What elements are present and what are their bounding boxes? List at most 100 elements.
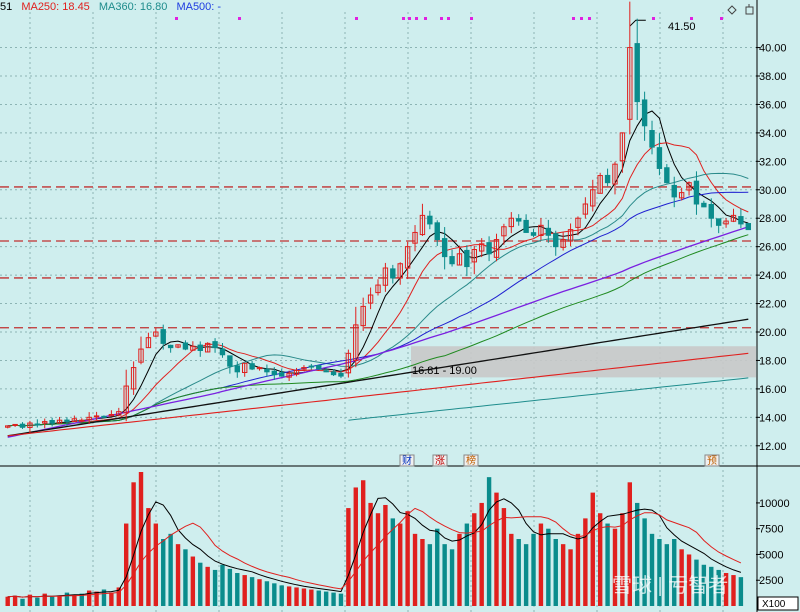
volume-bar — [538, 523, 544, 606]
price-tick-label: 22.00 — [759, 299, 787, 311]
volume-bar — [672, 539, 677, 606]
candle-body — [323, 370, 329, 373]
volume-bar — [116, 587, 121, 606]
volume-bar — [27, 594, 33, 606]
event-marker-box — [399, 454, 415, 467]
candle-body — [708, 204, 714, 219]
candle-body — [360, 305, 366, 327]
volume-bar — [398, 523, 403, 606]
candle-body — [293, 369, 300, 375]
price-tick-label: 24.00 — [759, 270, 787, 282]
volume-bar — [642, 518, 647, 606]
volume-bars[interactable] — [5, 472, 744, 606]
volume-bar — [42, 593, 47, 606]
volume-bar — [383, 504, 388, 606]
candle-body — [86, 416, 92, 421]
candle-body — [619, 132, 626, 162]
volume-bar — [79, 593, 84, 606]
candle-body — [64, 419, 70, 423]
volume-bar — [620, 513, 625, 606]
event-marker-finance[interactable]: 财 — [402, 454, 412, 467]
volume-bar — [264, 581, 270, 606]
candle-body — [130, 367, 137, 390]
candle-body — [219, 348, 226, 356]
candle-body — [627, 47, 633, 120]
volume-bar — [390, 518, 396, 606]
top-dot — [580, 17, 583, 20]
candle-body — [116, 411, 122, 416]
volume-bar — [605, 523, 610, 606]
price-tick-label: 12.00 — [759, 441, 787, 453]
volume-bar — [190, 556, 196, 606]
event-marker-limit-up[interactable]: 涨 — [435, 455, 445, 467]
volume-bar — [249, 577, 255, 606]
candle-body — [256, 367, 263, 370]
moving-average-lines — [7, 19, 749, 438]
settings-icon[interactable] — [745, 4, 754, 15]
volume-axis: 10000 7500 5000 2500 — [756, 498, 790, 587]
event-marker-list[interactable]: 榜 — [466, 454, 476, 467]
volume-ma5-line — [7, 497, 742, 598]
volume-bar — [516, 539, 521, 606]
volume-bar — [242, 575, 247, 606]
legend: 51 MA250: 18.45 MA360: 16.80 MA500: - — [0, 1, 227, 13]
candle-body — [375, 284, 381, 294]
candle-body — [686, 182, 692, 191]
price-tick-label: 30.00 — [759, 185, 787, 197]
candle-body — [56, 419, 63, 424]
peak-pointer — [629, 19, 646, 27]
price-tick-label: 36.00 — [759, 99, 787, 111]
volume-bar — [509, 533, 514, 606]
candle-body — [567, 229, 574, 242]
volume-bar — [86, 590, 92, 606]
candle-body — [212, 341, 218, 349]
candle-body — [227, 355, 233, 367]
candle-body — [530, 232, 537, 236]
candle-body — [723, 220, 729, 225]
candle-body — [353, 324, 359, 361]
candle-body — [234, 365, 240, 373]
volume-bar — [257, 579, 262, 606]
candle-body — [671, 184, 677, 198]
volume-bar — [523, 544, 529, 606]
candle-body — [478, 243, 485, 252]
resistance-levels — [0, 186, 756, 329]
candle-body — [367, 294, 374, 304]
diamond-icon[interactable] — [727, 5, 737, 15]
candle-body — [523, 219, 529, 233]
price-tick-label: 20.00 — [759, 327, 787, 339]
candle-body — [79, 419, 85, 422]
volume-bar — [649, 533, 655, 606]
event-marker-forecast[interactable]: 预 — [707, 455, 717, 467]
volume-bar — [635, 502, 640, 606]
candle-body — [19, 423, 26, 428]
candle-body — [182, 342, 189, 350]
top-dot — [447, 17, 450, 20]
ma-60-line — [7, 234, 749, 427]
price-tick-label: 26.00 — [759, 242, 787, 254]
volume-bar — [101, 589, 107, 606]
volume-bar — [183, 549, 188, 606]
price-tick-label: 34.00 — [759, 128, 787, 140]
zone-label: 16.81 - 19.00 — [412, 365, 477, 377]
candle-body — [197, 344, 203, 351]
candle-body — [271, 370, 278, 376]
candle-body — [656, 147, 663, 169]
candle-body — [553, 233, 559, 248]
volume-bar — [279, 585, 284, 606]
candle-body — [419, 214, 426, 236]
candlestick-series[interactable] — [5, 1, 751, 434]
candle-body — [345, 352, 352, 374]
volume-bar — [716, 569, 721, 606]
candle-body — [441, 238, 448, 258]
volume-bar — [546, 528, 551, 606]
volume-bar — [575, 533, 581, 606]
price-tick-label: 18.00 — [759, 355, 787, 367]
volume-bar — [597, 513, 603, 606]
volume-bar — [442, 544, 447, 606]
top-dot — [690, 17, 693, 20]
top-dot — [720, 17, 723, 20]
candle-body — [693, 180, 700, 205]
volume-bar — [427, 544, 433, 606]
